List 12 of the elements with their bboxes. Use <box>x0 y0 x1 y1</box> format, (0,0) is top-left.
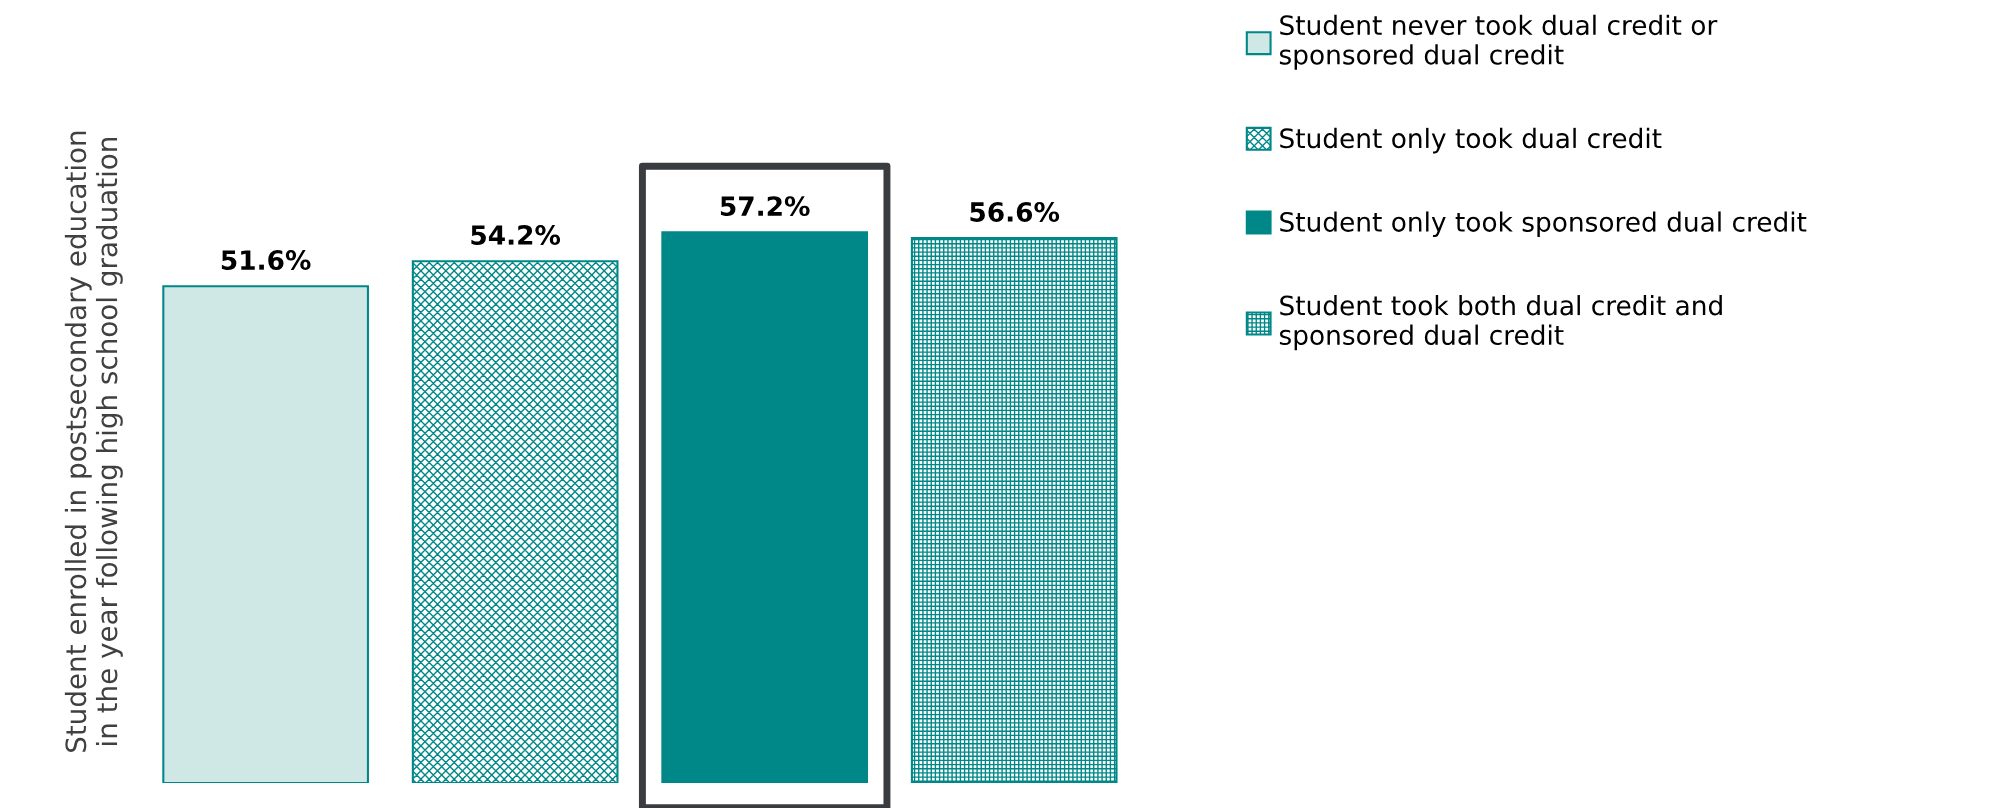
legend-label: Student only took sponsored dual credit <box>1280 211 1807 237</box>
bar <box>162 285 369 783</box>
data-label: 51.6% <box>221 250 311 271</box>
legend-label: Student only took dual credit <box>1280 127 1662 154</box>
data-label: 54.2% <box>471 225 561 245</box>
data-label: 56.6% <box>970 201 1060 222</box>
legend-label: Student never took dual credit or sponsored dual credit <box>1279 14 1718 70</box>
y-axis-title: Student enrolled in postsecondary education in the year following high school graduation <box>64 131 123 752</box>
legend-label: Student took both dual credit and sponsored dual credit <box>1279 295 1722 351</box>
bar <box>411 260 619 783</box>
data-label: 57.2% <box>720 196 810 217</box>
bar <box>910 237 1118 783</box>
